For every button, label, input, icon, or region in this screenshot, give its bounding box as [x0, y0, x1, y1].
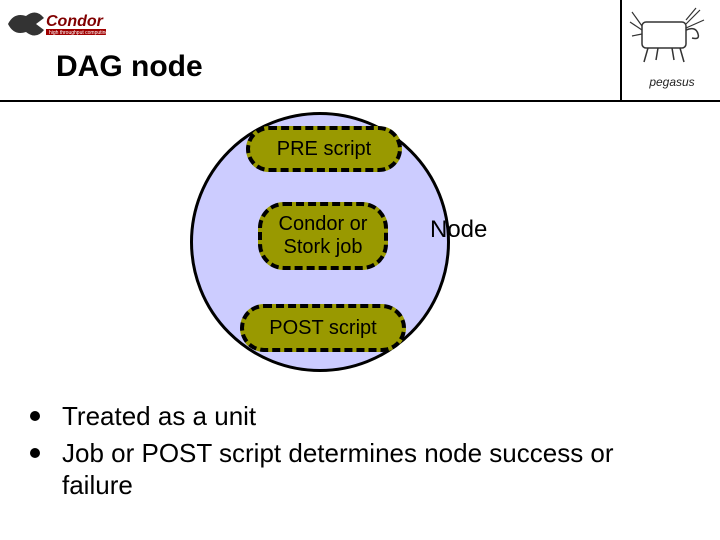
bullet-text: Treated as a unit [62, 400, 256, 433]
pegasus-label: pegasus [628, 75, 716, 89]
pre-script-label: PRE script [277, 138, 371, 161]
job-label: Condor or Stork job [279, 213, 368, 259]
condor-logo: Condor high throughput computing [6, 6, 126, 47]
pegasus-logo: pegasus [628, 2, 716, 89]
pre-script-capsule: PRE script [246, 126, 402, 172]
node-label: Node [430, 216, 487, 244]
node-diagram: PRE script Condor or Stork job POST scri… [190, 112, 450, 372]
job-capsule: Condor or Stork job [258, 202, 388, 270]
slide-title: DAG node [56, 50, 203, 84]
list-item: Treated as a unit [30, 400, 690, 433]
bullet-text: Job or POST script determines node succe… [62, 437, 690, 502]
header-hline [0, 100, 720, 102]
post-script-capsule: POST script [240, 304, 406, 352]
post-script-label: POST script [269, 317, 376, 340]
list-item: Job or POST script determines node succe… [30, 437, 690, 502]
svg-text:high throughput computing: high throughput computing [49, 30, 108, 36]
bullet-dot-icon [30, 411, 40, 421]
header-vline [620, 0, 622, 102]
bullet-dot-icon [30, 448, 40, 458]
svg-text:Condor: Condor [46, 13, 104, 30]
bullet-list: Treated as a unit Job or POST script det… [30, 400, 690, 506]
